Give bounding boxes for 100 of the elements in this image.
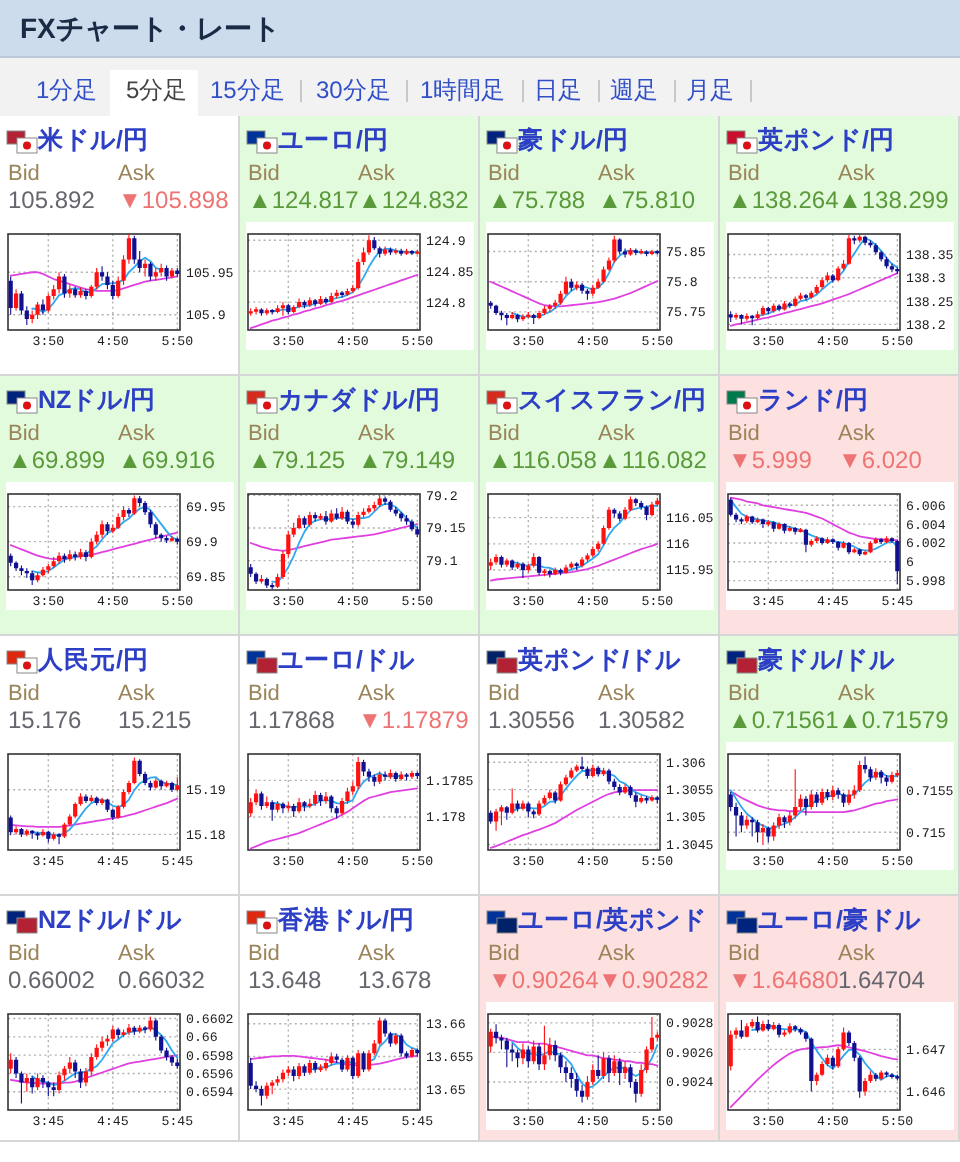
candlestick: [399, 248, 404, 256]
candlestick: [302, 300, 307, 309]
candlestick: [169, 781, 175, 792]
candlestick: [873, 1072, 878, 1082]
candlestick: [639, 795, 644, 804]
candlestick: [291, 305, 296, 314]
candlestick: [884, 536, 889, 543]
text: Ask: [838, 422, 875, 448]
candlestick: [628, 496, 633, 512]
candlestick: [655, 796, 660, 804]
candlestick: [404, 514, 409, 525]
candlestick: [585, 553, 590, 562]
candlestick: [361, 1051, 366, 1073]
candlestick: [814, 284, 819, 295]
chart-title: NZドル/円: [38, 384, 157, 416]
candlestick: [884, 256, 889, 269]
candlestick: [760, 1020, 766, 1032]
candlestick: [750, 817, 755, 837]
chart-title: 豪ドル/円: [518, 124, 629, 156]
candlestick: [56, 833, 62, 845]
candlestick: [30, 1076, 35, 1094]
candlestick: [755, 1016, 760, 1033]
candlestick: [253, 572, 259, 585]
candlestick: [760, 823, 766, 845]
text: 日足: [534, 76, 582, 104]
text: Ask: [358, 942, 395, 968]
candlestick: [606, 1055, 612, 1082]
text: 30分足: [316, 76, 391, 104]
candlestick: [175, 777, 180, 792]
candlestick: [51, 1082, 56, 1097]
candlestick: [318, 513, 323, 521]
candlestick: [879, 250, 884, 262]
candlestick: [313, 790, 318, 807]
candlestick: [515, 1049, 520, 1068]
text: Bid: [728, 422, 760, 448]
candlestick: [499, 555, 504, 568]
text: Ask: [838, 162, 875, 188]
candlestick: [137, 759, 142, 777]
candlestick: [110, 1025, 115, 1042]
candlestick: [531, 553, 536, 568]
candlestick: [536, 555, 542, 576]
candlestick: [8, 276, 13, 315]
text: Ask: [598, 162, 635, 188]
candlestick: [78, 287, 83, 298]
text: Bid: [488, 942, 520, 968]
line-series: [249, 787, 419, 850]
text: 週足: [610, 76, 658, 104]
candlestick: [46, 293, 51, 313]
text: Ask: [358, 422, 395, 448]
candlestick: [137, 496, 142, 507]
candlestick: [760, 518, 766, 528]
candlestick: [67, 1056, 72, 1074]
text: Ask: [838, 682, 875, 708]
candlestick: [248, 1057, 253, 1090]
candlestick: [488, 1028, 493, 1053]
text: Ask: [118, 422, 155, 448]
text: ▲69.916: [118, 446, 216, 474]
candlestick: [633, 248, 638, 256]
candlestick: [520, 1043, 526, 1065]
candlestick: [275, 1076, 280, 1086]
text: ▼6.020: [838, 446, 922, 474]
candlestick: [40, 1075, 46, 1089]
candlestick: [356, 756, 361, 790]
candlestick: [275, 800, 280, 813]
candlestick: [830, 1055, 835, 1070]
candlestick: [744, 313, 749, 321]
candlestick: [313, 512, 318, 522]
candlestick: [771, 822, 776, 841]
candlestick: [372, 774, 377, 787]
candlestick: [601, 767, 606, 776]
candlestick: [493, 1024, 499, 1044]
text: Bid: [248, 682, 280, 708]
candlestick: [116, 513, 121, 530]
candlestick: [803, 294, 809, 301]
text: Ask: [118, 682, 155, 708]
candlestick: [814, 791, 819, 808]
candlestick: [248, 797, 253, 818]
line-series: [249, 523, 419, 552]
text: 15.176: [8, 706, 82, 734]
candlestick: [569, 767, 574, 779]
candlestick: [499, 805, 504, 826]
line-series: [729, 498, 899, 552]
text: Bid: [8, 162, 40, 188]
candlestick: [259, 1085, 264, 1106]
candlestick: [46, 830, 51, 843]
text: 105.892: [8, 186, 95, 214]
candlestick: [873, 243, 878, 255]
candlestick: [83, 794, 89, 804]
candlestick: [862, 235, 868, 246]
candlestick: [836, 541, 841, 551]
candlestick: [264, 1082, 269, 1099]
text: Bid: [8, 942, 40, 968]
candlestick: [372, 501, 377, 511]
candlestick: [132, 495, 137, 516]
candlestick: [499, 310, 504, 321]
text: Ask: [838, 942, 875, 968]
candlestick: [547, 304, 552, 312]
candlestick: [307, 297, 312, 308]
candlestick: [99, 1036, 105, 1052]
line-series: [489, 789, 659, 849]
